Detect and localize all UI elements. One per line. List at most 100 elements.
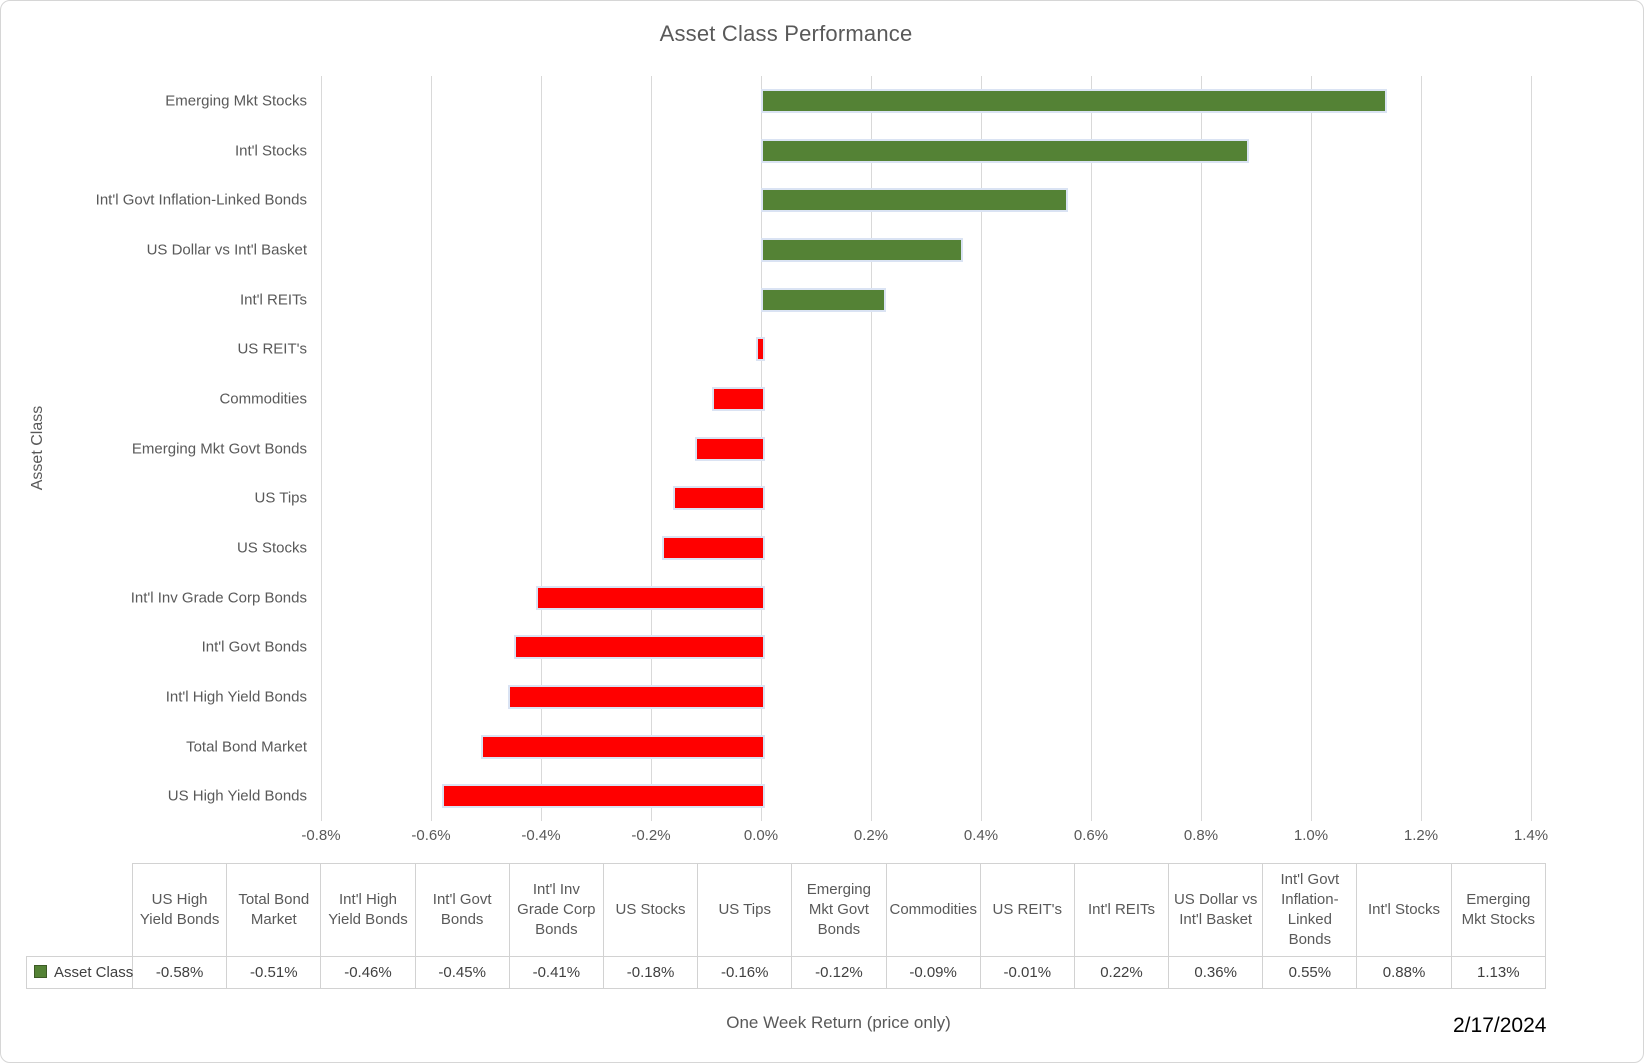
table-value-cell: -0.16% xyxy=(697,956,793,989)
bar-negative xyxy=(695,436,765,461)
table-header-cell: Int'l REITs xyxy=(1073,863,1170,957)
bar-negative xyxy=(508,684,765,709)
bar-negative xyxy=(662,535,765,560)
x-tick-label: 0.4% xyxy=(963,827,999,844)
bar-row: US REIT's xyxy=(237,324,1531,374)
gridline xyxy=(1201,76,1202,821)
category-label: Int'l Inv Grade Corp Bonds xyxy=(130,589,307,607)
legend-cell: Asset Class xyxy=(26,956,134,989)
bar-row: US High Yield Bonds xyxy=(168,771,1531,821)
category-label: Int'l Govt Inflation-Linked Bonds xyxy=(95,191,307,209)
bar-row: Int'l High Yield Bonds xyxy=(166,672,1531,722)
table-value-cell: -0.45% xyxy=(414,956,510,989)
x-tick-label: 1.4% xyxy=(1513,827,1549,844)
table-header-cell: US REIT's xyxy=(979,863,1075,957)
data-table: US High Yield Bonds Total Bond Market Int'… xyxy=(26,863,1547,989)
bar-row: Int'l Inv Grade Corp Bonds xyxy=(131,573,1531,623)
table-value-cell: 1.13% xyxy=(1450,956,1547,989)
gridline xyxy=(1311,76,1312,821)
bar-row: US Stocks xyxy=(237,523,1531,573)
bar-row: Commodities xyxy=(219,374,1531,424)
table-header-cell: US Stocks xyxy=(602,863,699,957)
bar-positive xyxy=(761,287,886,312)
bar-row: Total Bond Market xyxy=(186,722,1531,772)
bar-row: Emerging Mkt Govt Bonds xyxy=(132,424,1531,474)
table-header-cell: Int'l High Yield Bonds xyxy=(320,863,416,957)
x-tick-label: -0.8% xyxy=(301,827,341,844)
table-value-row: Asset Class -0.58% -0.51% -0.46% -0.45% -0.4… xyxy=(26,956,1547,989)
bar-positive xyxy=(761,188,1068,213)
table-header-row: US High Yield Bonds Total Bond Market Int'… xyxy=(27,863,1547,957)
category-label: Emerging Mkt Stocks xyxy=(165,92,307,110)
gridline xyxy=(1421,76,1422,821)
category-label: Int'l Stocks xyxy=(234,142,307,159)
gridline xyxy=(981,76,982,821)
bar-negative xyxy=(480,734,765,759)
bar-negative xyxy=(535,585,765,610)
gridline xyxy=(541,76,542,821)
gridline xyxy=(431,76,432,821)
table-header-cell: US High Yield Bonds xyxy=(131,863,228,957)
table-value-cell: -0.46% xyxy=(320,956,416,989)
bar-row: US Dollar vs Int'l Basket xyxy=(147,225,1531,275)
table-value-cell: 0.36% xyxy=(1168,956,1264,989)
category-label: Int'l REITs xyxy=(239,291,307,309)
table-header-cell: US Tips xyxy=(697,863,793,957)
bar-row: Int'l Stocks xyxy=(235,126,1531,176)
bar-row: Int'l REITs xyxy=(240,275,1531,325)
table-header-cell: Int'l Inv Grade Corp Bonds xyxy=(508,863,604,957)
table-value-cell: -0.09% xyxy=(885,956,981,989)
bar-positive xyxy=(761,88,1387,113)
table-header-cell: Emerging Mkt Govt Bonds xyxy=(791,863,887,957)
legend-label: Asset Class xyxy=(54,964,134,981)
category-label: Total Bond Market xyxy=(186,738,307,756)
y-axis-title: Asset Class xyxy=(29,405,46,491)
category-label: Emerging Mkt Govt Bonds xyxy=(131,440,307,458)
bar-rows: Emerging Mkt Stocks Int'l Stocks Int'l Gov… xyxy=(96,76,1531,821)
x-tick-label: 0.6% xyxy=(1073,827,1109,844)
table-value-cell: -0.58% xyxy=(131,956,228,989)
x-tick-label: 0.8% xyxy=(1183,827,1219,844)
table-value-cell: 0.22% xyxy=(1073,956,1170,989)
bar-positive xyxy=(761,237,963,262)
bar-positive xyxy=(761,138,1249,163)
table-header-cell: Commodities xyxy=(885,863,981,957)
bar-negative xyxy=(513,635,765,660)
table-corner-cell xyxy=(27,864,133,957)
plot-area: Emerging Mkt Stocks Int'l Stocks Int'l Gov… xyxy=(96,76,1532,821)
category-label: US REIT's xyxy=(237,340,307,358)
category-label: Int'l Govt Bonds xyxy=(201,638,307,656)
category-label: US Tips xyxy=(254,489,307,507)
x-tick-label: 0.0% xyxy=(743,827,779,844)
x-tick-label: 0.2% xyxy=(853,827,889,844)
table-value-cell: -0.12% xyxy=(791,956,887,989)
bar-row: Int'l Govt Bonds xyxy=(202,622,1531,672)
gridline xyxy=(871,76,872,821)
category-label: US High Yield Bonds xyxy=(167,787,307,805)
x-tick-label: -0.4% xyxy=(521,827,561,844)
category-label: Commodities xyxy=(219,390,307,408)
series-swatch-icon xyxy=(34,965,47,978)
x-axis-title: One Week Return (price only) xyxy=(726,1013,951,1032)
bar-row: US Tips xyxy=(254,473,1531,523)
chart-title: Asset Class Performance xyxy=(659,21,913,46)
x-tick-label: 1.0% xyxy=(1293,827,1329,844)
category-label: US Stocks xyxy=(236,539,307,557)
bar-row: Int'l Govt Inflation-Linked Bonds xyxy=(96,175,1531,225)
gridline xyxy=(321,76,322,821)
x-tick-label: -0.6% xyxy=(411,827,451,844)
bar-negative xyxy=(711,386,765,411)
table-value-cell: -0.18% xyxy=(602,956,699,989)
table-header-cell: Int'l Govt Bonds xyxy=(414,863,510,957)
table-value-cell: 0.55% xyxy=(1262,956,1358,989)
table-value-cell: -0.51% xyxy=(226,956,322,989)
table-header-cell: Total Bond Market xyxy=(226,863,322,957)
table-value-cell: 0.88% xyxy=(1356,956,1452,989)
table-value-cell: -0.01% xyxy=(979,956,1075,989)
table-header-cell: Int'l Stocks xyxy=(1356,863,1452,957)
date-label: 2/17/2024 xyxy=(1453,1014,1547,1037)
category-label: US Dollar vs Int'l Basket xyxy=(146,241,307,259)
bar-negative xyxy=(442,784,765,809)
bar-row: Emerging Mkt Stocks xyxy=(165,76,1531,126)
